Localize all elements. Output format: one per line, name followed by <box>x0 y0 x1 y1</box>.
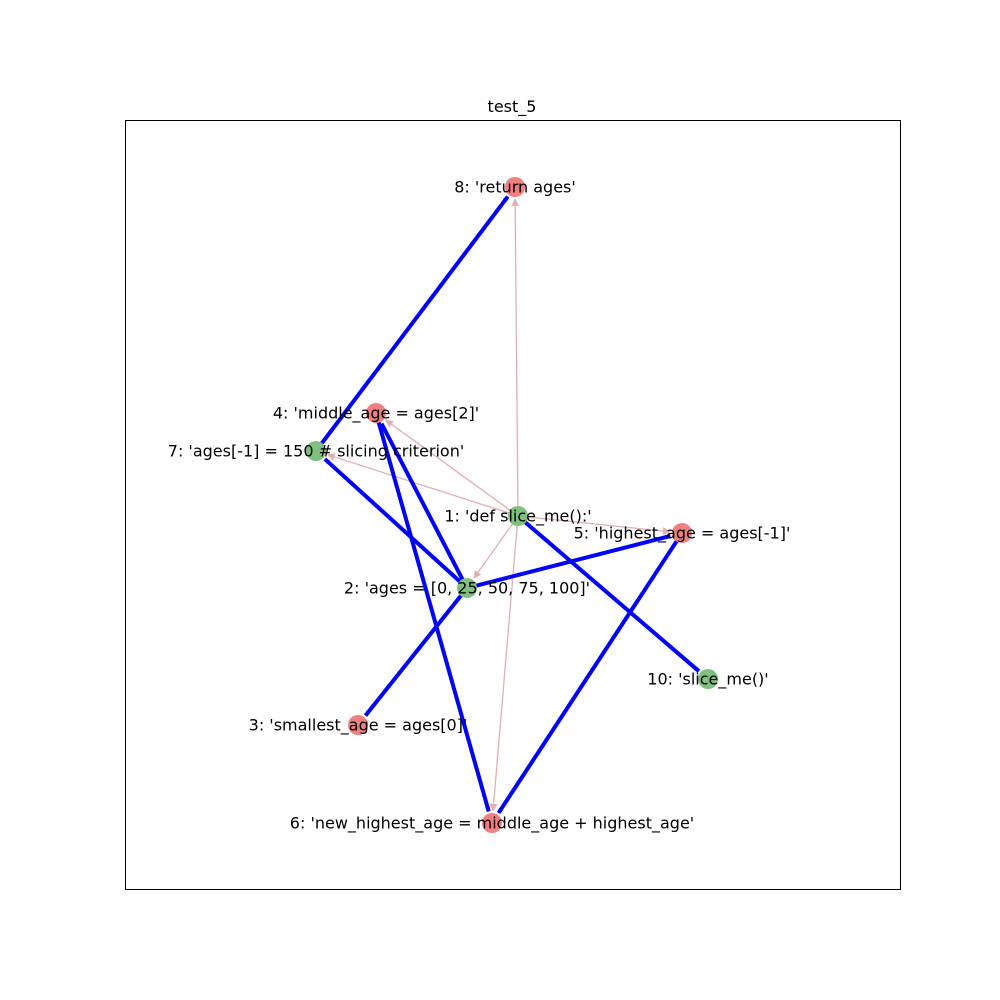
node-label-2: 2: 'ages = [0, 25, 50, 75, 100]' <box>344 579 590 598</box>
edges-layer <box>319 195 701 815</box>
node-label-7: 7: 'ages[-1] = 150 # slicing criterion' <box>168 442 464 461</box>
edge-2-to-4 <box>379 422 466 582</box>
node-label-8: 8: 'return ages' <box>454 178 576 197</box>
nodes-layer <box>306 177 718 833</box>
node-label-6: 6: 'new_highest_age = middle_age + highe… <box>290 814 694 834</box>
edge-1-to-6 <box>489 523 518 812</box>
edge-1-to-7 <box>326 453 511 515</box>
node-label-5: 5: 'highest_age = ages[-1]' <box>574 524 791 544</box>
node-8 <box>505 177 525 197</box>
edge-1-to-10 <box>522 519 701 673</box>
labels-layer: 1: 'def slice_me():' 2: 'ages = [0, 25, 5… <box>168 178 791 834</box>
edge-2-to-3 <box>363 593 464 717</box>
edge-2-to-7 <box>323 457 463 585</box>
node-1 <box>508 506 528 526</box>
edge-4-to-6 <box>376 420 491 812</box>
edge-1-to-2 <box>473 522 514 579</box>
edge-1-to-4 <box>385 419 512 512</box>
node-3 <box>348 715 368 735</box>
node-2 <box>457 578 477 598</box>
edge-2-to-5 <box>474 534 671 588</box>
plot-frame <box>125 120 901 890</box>
node-label-4: 4: 'middle_age = ages[2]' <box>273 404 479 424</box>
chart-title: test_5 <box>488 97 537 117</box>
node-4 <box>366 403 386 423</box>
node-7 <box>306 441 326 461</box>
node-label-10: 10: 'slice_me()' <box>647 670 768 690</box>
node-label-3: 3: 'smallest_age = ages[0]' <box>249 716 468 736</box>
edge-1-to-8 <box>511 198 520 509</box>
node-10 <box>698 669 718 689</box>
edge-7-to-8 <box>319 195 510 446</box>
edge-1-to-5 <box>525 516 671 535</box>
node-5 <box>672 523 692 543</box>
node-6 <box>482 813 502 833</box>
node-label-1: 1: 'def slice_me():' <box>444 507 591 527</box>
edge-5-to-6 <box>496 538 680 815</box>
